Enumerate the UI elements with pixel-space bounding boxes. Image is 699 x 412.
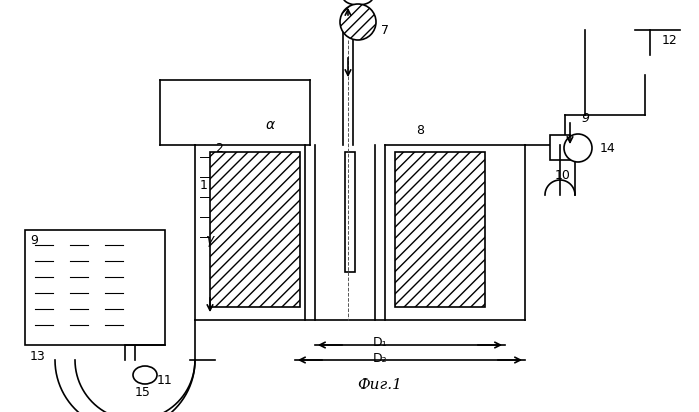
Bar [25, 230, 165, 345]
Text: D₁: D₁ [373, 337, 387, 349]
Text: 12: 12 [662, 33, 678, 47]
Bar [395, 152, 485, 307]
Text: γ: γ [206, 233, 214, 247]
Ellipse shape [133, 366, 157, 384]
Text: 8: 8 [416, 124, 424, 136]
Text: 2: 2 [215, 141, 223, 154]
Text: 11: 11 [157, 374, 173, 386]
Text: α: α [266, 118, 275, 132]
Circle shape [564, 134, 592, 162]
Text: D₂: D₂ [373, 351, 387, 365]
Text: 7: 7 [381, 23, 389, 37]
Bar [550, 135, 570, 160]
Text: 9: 9 [30, 234, 38, 246]
Text: 15: 15 [135, 386, 151, 400]
Text: 13: 13 [30, 351, 45, 363]
Bar [345, 152, 355, 272]
Text: 1: 1 [200, 178, 208, 192]
Circle shape [340, 4, 376, 40]
Bar [210, 152, 300, 307]
Text: 10: 10 [555, 169, 571, 182]
Text: 14: 14 [600, 141, 616, 154]
Text: 9: 9 [581, 112, 589, 124]
Text: Фиг.1: Фиг.1 [358, 378, 403, 392]
